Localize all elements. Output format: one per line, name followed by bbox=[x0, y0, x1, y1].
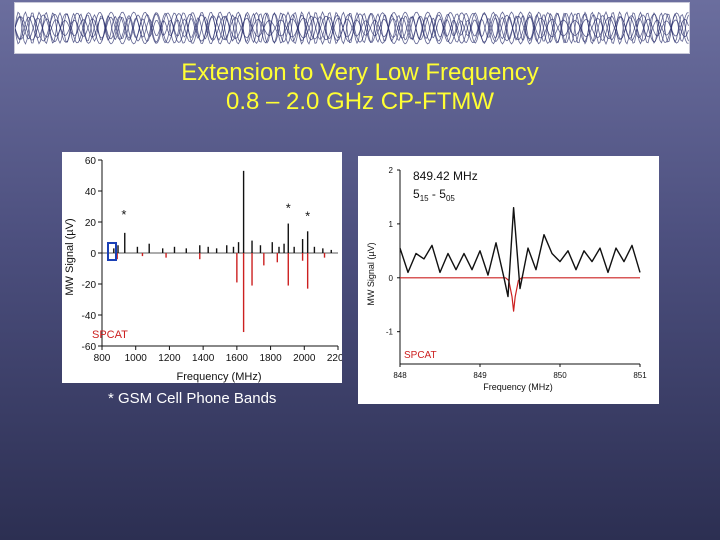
quantum-q2: 5 bbox=[439, 187, 446, 201]
x-tick-label: 1000 bbox=[125, 353, 148, 364]
y-tick-label: -60 bbox=[82, 342, 97, 353]
x-tick-label-zoom: 851 bbox=[633, 371, 647, 380]
slide-title: Extension to Very Low Frequency 0.8 – 2.… bbox=[0, 58, 720, 116]
banner-wave bbox=[14, 11, 689, 45]
y-tick-label: -20 bbox=[82, 280, 97, 291]
x-tick-label: 2000 bbox=[293, 353, 316, 364]
zoom-spectrum-chart: 2 1 0 -1 848 849 850 851 849.42 MHz 515 - 505 S… bbox=[358, 156, 659, 404]
title-line-2: 0.8 – 2.0 GHz CP-FTMW bbox=[225, 88, 495, 115]
banner-graphic bbox=[14, 2, 690, 54]
x-tick-label-zoom: 850 bbox=[553, 371, 567, 380]
title-line-1: Extension to Very Low Frequency bbox=[181, 59, 539, 86]
spcat-label: SPCAT bbox=[92, 329, 128, 341]
spcat-trace-zoom bbox=[400, 277, 640, 312]
quantum-q1-sub: 15 bbox=[420, 194, 429, 203]
waveform-banner-icon bbox=[14, 10, 689, 46]
gsm-band-asterisk: * bbox=[305, 208, 310, 223]
x-tick-label: 1600 bbox=[226, 353, 249, 364]
transition-quantum-label: 515 - 505 bbox=[413, 187, 455, 203]
x-tick-label: 2200 bbox=[327, 353, 342, 364]
zoom-region-marker bbox=[107, 242, 117, 261]
gsm-band-asterisk: * bbox=[286, 201, 291, 216]
x-axis-label-zoom: Frequency (MHz) bbox=[483, 382, 553, 392]
banner-wave bbox=[14, 10, 689, 46]
x-tick-label: 1200 bbox=[158, 353, 181, 364]
y-axis-label: MW Signal (µV) bbox=[64, 218, 76, 295]
x-tick-label-zoom: 848 bbox=[393, 371, 407, 380]
banner-wave bbox=[14, 10, 689, 46]
y-tick-label-zoom: 1 bbox=[389, 220, 394, 229]
banner-wave bbox=[14, 11, 689, 45]
gsm-band-asterisk: * bbox=[121, 207, 126, 222]
y-axis-label-zoom: MW Signal (µV) bbox=[366, 242, 376, 305]
x-tick-label: 1400 bbox=[192, 353, 215, 364]
x-axis-label: Frequency (MHz) bbox=[177, 371, 262, 383]
banner-wave bbox=[14, 11, 689, 45]
y-tick-label: 40 bbox=[85, 187, 97, 198]
y-tick-label: -40 bbox=[82, 311, 97, 322]
y-tick-label-zoom: 2 bbox=[389, 166, 394, 175]
quantum-q1: 5 bbox=[413, 187, 420, 201]
x-tick-label-zoom: 849 bbox=[473, 371, 487, 380]
spcat-label-zoom: SPCAT bbox=[404, 350, 437, 361]
y-tick-label-zoom: -1 bbox=[386, 328, 394, 337]
y-tick-label-zoom: 0 bbox=[389, 274, 394, 283]
broadband-spectrum-chart: 60 40 20 0 -20 -40 -60 800 1000 1200 1400 1600 1800 2… bbox=[62, 152, 350, 383]
quantum-sep: - bbox=[429, 187, 440, 201]
banner-wave bbox=[14, 11, 689, 45]
footnote: * GSM Cell Phone Bands bbox=[108, 390, 277, 407]
y-tick-label: 20 bbox=[85, 218, 97, 229]
quantum-q2-sub: 05 bbox=[446, 194, 455, 203]
y-tick-label: 60 bbox=[85, 156, 97, 167]
transition-frequency-annotation: 849.42 MHz bbox=[413, 169, 478, 183]
experiment-trace-zoom bbox=[399, 207, 641, 298]
x-tick-label: 1800 bbox=[259, 353, 282, 364]
y-tick-label: 0 bbox=[90, 249, 96, 260]
x-tick-label: 800 bbox=[94, 353, 111, 364]
